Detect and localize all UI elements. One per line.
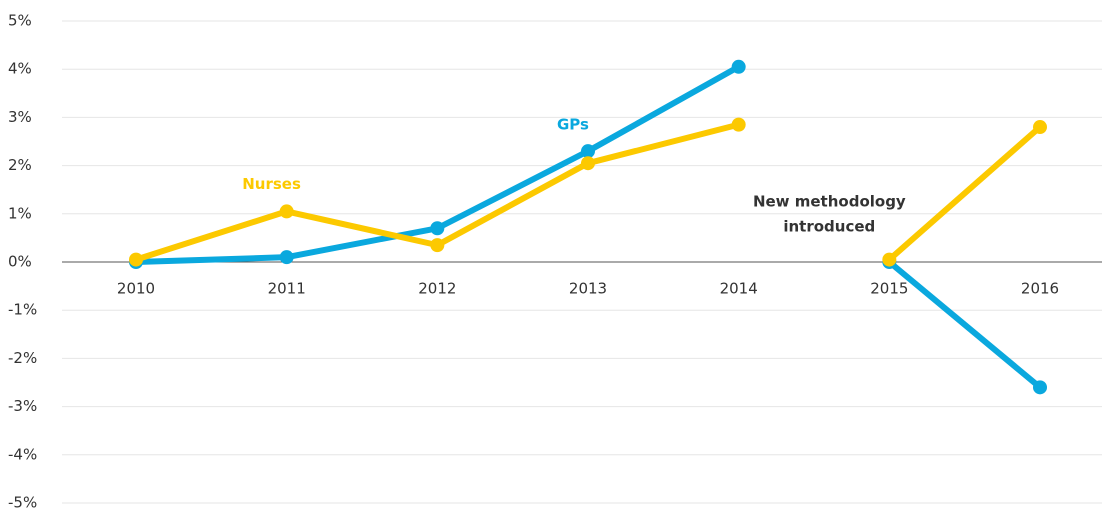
y-tick-label: -4%: [8, 445, 37, 463]
annotation: introduced: [783, 218, 875, 236]
data-point: [279, 204, 294, 219]
y-tick-label: -3%: [8, 397, 37, 415]
series-line: [887, 124, 1042, 262]
y-tick-label: 2%: [8, 156, 32, 174]
data-point: [279, 250, 294, 265]
x-tick-label: 2016: [1021, 280, 1059, 298]
y-tick-label: -1%: [8, 301, 37, 319]
y-tick-label: -2%: [8, 349, 37, 367]
data-point: [1033, 380, 1047, 395]
x-tick-label: 2013: [569, 280, 607, 298]
y-tick-label: 4%: [8, 60, 32, 78]
data-point: [882, 252, 897, 267]
data-point: [430, 221, 445, 236]
x-tick-label: 2012: [418, 280, 456, 298]
data-point: [1033, 120, 1047, 135]
y-tick-label: 5%: [8, 12, 32, 30]
data-point: [581, 156, 595, 171]
data-point: [129, 252, 143, 267]
y-tick-label: 1%: [8, 204, 32, 222]
series-label: Nurses: [242, 175, 301, 193]
x-tick-label: 2015: [870, 280, 908, 298]
x-tick-label: 2014: [720, 280, 758, 298]
y-tick-label: -5%: [8, 494, 37, 511]
data-point: [731, 117, 746, 132]
annotation: New methodology: [753, 193, 906, 211]
y-tick-label: 3%: [8, 108, 32, 126]
y-tick-label: 0%: [8, 253, 32, 271]
data-point: [430, 238, 445, 253]
x-tick-label: 2010: [117, 280, 155, 298]
series-line: [887, 259, 1042, 390]
data-point: [731, 59, 746, 74]
series-label: GPs: [557, 116, 589, 134]
x-tick-label: 2011: [268, 280, 306, 298]
data-point: [581, 144, 595, 159]
